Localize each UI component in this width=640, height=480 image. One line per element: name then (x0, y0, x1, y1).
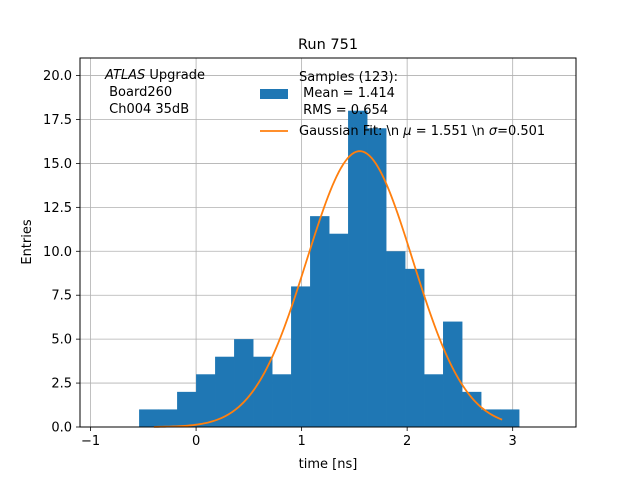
histogram-bar-12 (367, 128, 387, 428)
atlas-annotation-channel: Ch004 35dB (105, 102, 189, 117)
y-tick-label-0: 0.0 (51, 421, 72, 436)
chart-title: Run 751 (298, 37, 358, 53)
atlas-annotation-board: Board260 (105, 85, 172, 100)
plot-frame (79, 57, 577, 428)
histogram-bar-5 (234, 339, 254, 427)
legend-fit-label: Gaussian Fit: \n μ = 1.551 \n σ=0.501 (299, 124, 545, 139)
y-tick-label-2: 5.0 (51, 333, 72, 348)
histogram-bars (139, 110, 520, 428)
histogram-bar-10 (329, 233, 349, 427)
axis-ticks: −1 0 1 2 3 0.0 2.5 5.0 7.5 10.0 12.5 15.0 17.5 20.0 (43, 69, 517, 449)
x-tick-label-2: 1 (297, 434, 305, 449)
svg-text:ATLAS Upgrade: ATLAS Upgrade (104, 68, 205, 83)
histogram-bar-9 (310, 216, 330, 427)
gaussian-fit-curve-layer (153, 150, 503, 428)
histogram-bar-6 (253, 356, 273, 427)
legend-samples-line3: RMS = 0.654 (299, 103, 388, 118)
x-axis-label: time [ns] (299, 457, 358, 472)
x-tick-label-3: 2 (403, 434, 411, 449)
histogram-bar-4 (215, 356, 235, 427)
histogram-bar-14 (405, 268, 425, 427)
y-axis-label: Entries (20, 219, 35, 265)
y-tick-label-5: 12.5 (43, 201, 72, 216)
histogram-bar-7 (272, 374, 292, 427)
histogram-bar-11 (348, 110, 368, 427)
histogram-bar-18 (481, 409, 501, 427)
atlas-annotation: ATLAS Upgrade Board260 Ch004 35dB (104, 68, 205, 117)
legend-samples-line1: Samples (123): (299, 70, 398, 85)
atlas-annotation-italic: ATLAS (104, 68, 145, 83)
y-tick-label-6: 15.0 (43, 157, 72, 172)
histogram-bar-3 (196, 374, 216, 427)
histogram-bar-1 (158, 409, 178, 427)
histogram-bar-13 (386, 251, 406, 427)
histogram-bar-15 (424, 374, 444, 427)
y-tick-label-7: 17.5 (43, 113, 72, 128)
y-tick-label-4: 10.0 (43, 245, 72, 260)
gaussian-fit-curve (153, 150, 503, 428)
histogram-bar-8 (291, 286, 311, 427)
legend-samples-swatch (260, 89, 288, 99)
histogram-bar-17 (462, 391, 482, 427)
histogram-bar-16 (443, 321, 463, 427)
histogram-bar-19 (500, 409, 520, 427)
x-tick-label-0: −1 (81, 434, 100, 449)
legend-samples-line2: Mean = 1.414 (299, 86, 395, 101)
y-tick-label-8: 20.0 (43, 69, 72, 84)
histogram-bar-0 (139, 409, 159, 427)
atlas-annotation-rest: Upgrade (145, 68, 205, 83)
histogram-bar-2 (177, 391, 197, 427)
x-tick-label-4: 3 (509, 434, 517, 449)
y-tick-label-1: 2.5 (51, 377, 72, 392)
x-tick-label-1: 0 (192, 434, 200, 449)
y-tick-label-3: 7.5 (51, 289, 72, 304)
legend: Samples (123): Mean = 1.414 RMS = 0.654 … (260, 70, 545, 139)
